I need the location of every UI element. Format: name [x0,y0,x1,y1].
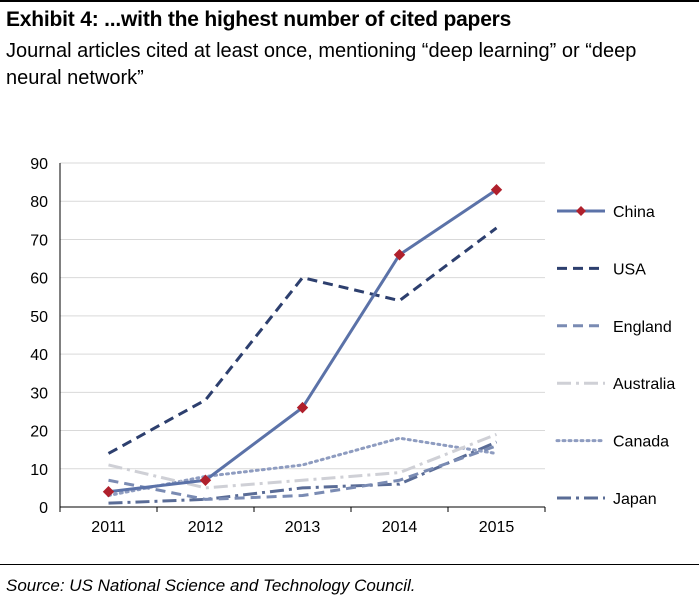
legend-label-usa: USA [613,261,646,278]
legend-label-australia: Australia [613,376,675,393]
legend-label-england: England [613,319,672,336]
data-point-china [199,474,212,486]
source-note: Source: US National Science and Technolo… [6,576,416,595]
line-chart: 0 10 20 30 40 50 60 70 80 90 2011 2012 2013 2014 2015 C… [30,156,675,536]
y-tick-label: 70 [30,232,48,249]
y-tick-label: 80 [30,194,48,211]
chart-subtitle: Journal articles cited at least once, me… [6,40,637,89]
legend-label-japan: Japan [613,491,657,508]
y-tick-label: 60 [30,271,48,288]
data-point-china [393,249,406,261]
y-tick-label: 40 [30,347,48,364]
data-point-china [296,401,309,414]
legend-marker-china [576,206,586,216]
legend-label-canada: Canada [613,434,669,451]
data-point-china [102,486,115,498]
series-line-usa [107,226,498,455]
y-tick-label: 0 [39,500,48,517]
y-tick-label: 30 [30,385,48,402]
x-tick-label: 2015 [479,519,515,536]
series-line-japan [108,440,498,505]
series-line-china [108,188,498,494]
x-tick-label: 2013 [285,519,321,536]
x-tick-label: 2012 [188,519,224,536]
y-tick-label: 90 [30,156,48,173]
y-tick-label: 20 [30,424,48,441]
legend-label-china: China [613,204,655,221]
x-tick-label: 2014 [382,519,418,536]
chart-title: Exhibit 4: ...with the highest number of… [6,8,512,31]
bottom-rule [0,564,699,565]
y-tick-label: 10 [30,462,48,479]
series-line-england [108,444,498,501]
top-rule [0,0,699,2]
series-line-australia [108,432,498,490]
data-point-china [490,184,503,196]
x-tick-label: 2011 [91,519,126,536]
y-tick-label: 50 [30,309,48,326]
